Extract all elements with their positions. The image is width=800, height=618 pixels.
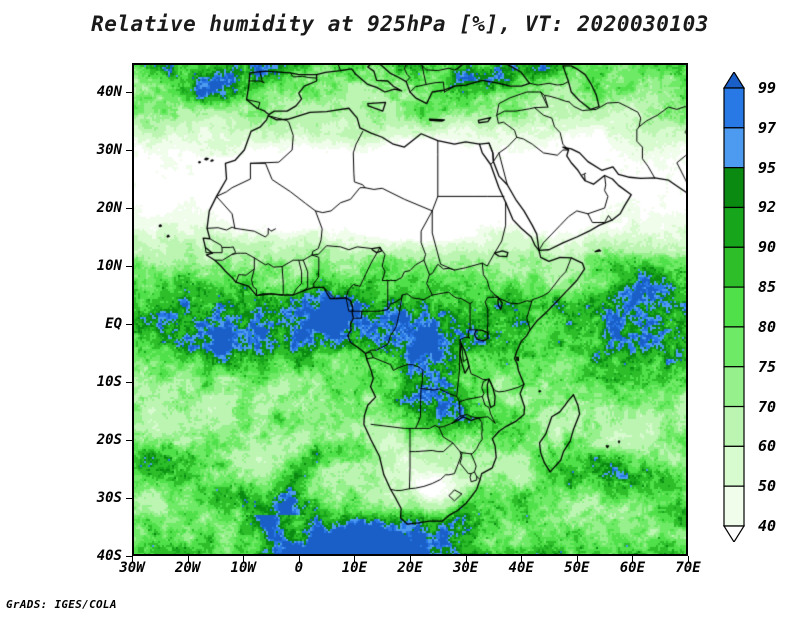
colorbar-tick-label: 90 [758,238,777,257]
colorbar-segment [723,366,745,408]
y-axis-label: 30N [96,142,122,158]
y-axis-tick [126,382,132,383]
x-axis-tick [688,556,689,562]
colorbar-bottom-extend [722,525,746,542]
colorbar-tick-label: 99 [758,79,777,97]
x-axis-label: 10E [341,560,368,576]
y-axis-label: 10N [96,258,122,274]
y-axis-tick [126,440,132,441]
colorbar-segment [723,485,745,527]
x-axis-label: 40E [508,560,534,576]
y-axis-tick [126,556,132,557]
y-axis-label: 20N [96,200,122,216]
y-axis-tick [126,92,132,93]
y-axis-tick [126,324,132,325]
colorbar-tick-label: 70 [758,397,777,416]
x-axis-tick [521,556,523,562]
colorbar-tick-label: 50 [758,477,777,496]
x-axis-tick [410,556,411,562]
y-axis-label: 10S [96,374,122,390]
y-axis-label: EQ [105,316,122,332]
x-axis-tick [632,556,634,562]
x-axis-label: 0 [294,560,304,576]
x-axis-label: 10W [230,560,256,576]
y-axis-tick [126,208,132,209]
y-axis-tick [126,266,132,267]
x-axis-label: 20W [174,560,201,576]
credit-text: GrADS: IGES/COLA [6,598,117,611]
colorbar-segment [723,286,745,328]
colorbar-top-extend [722,72,746,89]
y-axis-label: 40S [96,548,122,564]
colorbar-swatches [722,72,746,542]
colorbar-segment [723,445,745,487]
x-axis-tick [187,556,189,562]
colorbar-tick-label: 60 [758,437,777,456]
y-axis-label: 40N [96,84,122,100]
y-axis-label: 30S [96,490,122,506]
colorbar-tick-label: 92 [758,198,777,217]
x-axis-tick [354,556,356,562]
colorbar-tick-label: 40 [758,517,777,535]
x-axis-label: 50E [564,560,590,576]
chart-title: Relative humidity at 925hPa [%], VT: 202… [91,12,709,36]
colorbar-segment [723,127,745,169]
y-axis-label: 20S [96,432,122,448]
x-axis-tick [298,556,300,562]
colorbar-tick-label: 80 [758,317,777,336]
map-plot-area[interactable] [126,63,689,562]
x-axis-tick [576,556,578,562]
x-axis-tick [132,556,133,562]
colorbar-segment [723,326,745,368]
colorbar-tick-label: 85 [758,278,777,297]
x-axis-tick [243,556,245,562]
colorbar-segment [723,206,745,248]
colorbar-tick-label: 97 [758,118,777,137]
colorbar-segment [723,405,745,447]
x-axis-label: 30W [119,560,145,576]
colorbar-segment [723,167,745,209]
y-axis-tick [126,150,132,151]
humidity-heatmap-canvas[interactable] [132,63,688,556]
x-axis-label: 70E [675,560,701,576]
colorbar-tick-label: 95 [758,158,777,177]
x-axis-label: 30E [452,560,479,576]
colorbar-segment [723,87,745,129]
x-axis-label: 20E [397,560,423,576]
colorbar-segment [723,246,745,288]
y-axis-tick [126,498,132,499]
colorbar-tick-label: 75 [758,357,777,376]
x-axis-label: 60E [619,560,646,576]
colorbar[interactable]: 99 97 95 92 90 85 80 75 70 60 50 40 [718,72,798,542]
x-axis-tick [465,556,467,562]
